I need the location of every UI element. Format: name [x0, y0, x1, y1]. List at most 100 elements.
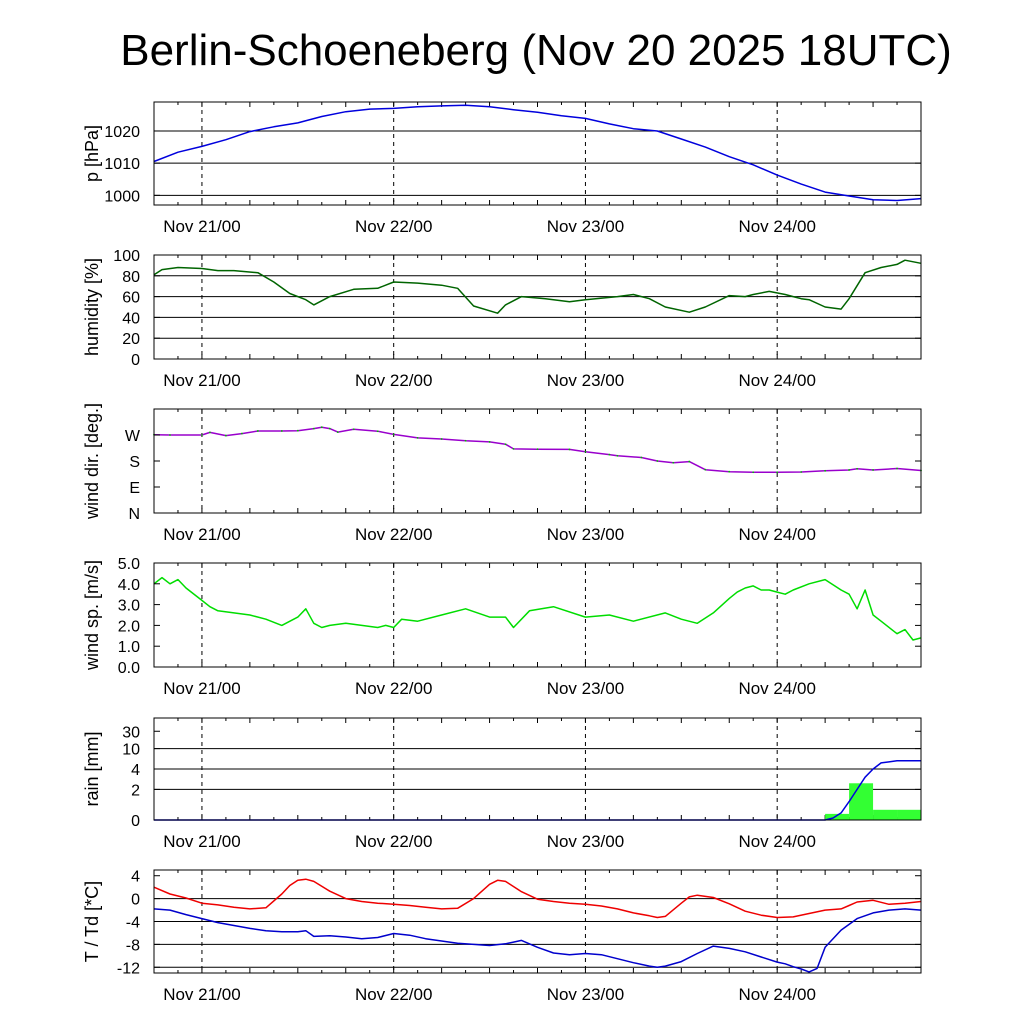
- panel-frame: [153, 408, 922, 514]
- series-dew-point: [153, 908, 922, 973]
- x-tick-label: Nov 23/00: [547, 525, 625, 544]
- wind-dir-point: [848, 469, 850, 471]
- y-tick-label: 1020: [104, 124, 140, 141]
- x-tick-label: Nov 23/00: [547, 371, 625, 390]
- x-tick-label: Nov 24/00: [738, 985, 816, 1004]
- y-tick-label: 1010: [104, 156, 140, 173]
- wind-dir-point: [752, 471, 755, 474]
- wind-dir-point: [728, 470, 731, 473]
- y-tick-label: 5.0: [118, 556, 140, 573]
- x-tick-label: Nov 24/00: [738, 217, 816, 236]
- x-tick-label: Nov 22/00: [355, 371, 433, 390]
- series-temperature: [153, 878, 922, 919]
- x-tick-label: Nov 22/00: [355, 679, 433, 698]
- wind-dir-point: [536, 448, 539, 451]
- y-axis-label: rain [mm]: [82, 731, 102, 806]
- series-accumulated-rain: [154, 760, 921, 821]
- wind-dir-point: [225, 434, 227, 437]
- wind-dir-point: [776, 471, 779, 474]
- x-tick-label: Nov 21/00: [163, 371, 241, 390]
- wind-dir-point: [672, 461, 675, 464]
- panel-temperature: -12 -8 -4 0 4 T / Td [*C] Nov 21/00 Nov 22/00 No…: [82, 869, 922, 1004]
- x-tick-label: Nov 21/00: [163, 679, 241, 698]
- rain-bar: [897, 809, 921, 820]
- x-tick-label: Nov 24/00: [738, 679, 816, 698]
- y-tick-label: 10: [122, 742, 140, 759]
- x-tick-label: Nov 24/00: [738, 525, 816, 544]
- wind-dir-point: [312, 427, 315, 430]
- y-tick-label: E: [129, 480, 140, 497]
- y-tick-label: 30: [122, 724, 140, 741]
- y-tick-label: 20: [122, 331, 140, 348]
- wind-dir-point: [824, 469, 827, 472]
- y-tick-label: 1000: [104, 188, 140, 205]
- x-tick-label: Nov 21/00: [163, 832, 241, 851]
- panel-frame: [153, 254, 922, 360]
- wind-dir-point: [688, 460, 691, 463]
- y-tick-label: S: [129, 454, 140, 471]
- y-tick-label: W: [125, 428, 141, 445]
- wind-dir-point: [464, 439, 467, 442]
- wind-dir-point: [656, 460, 659, 462]
- y-tick-label: 1.0: [118, 639, 140, 656]
- y-tick-label: 0: [131, 352, 140, 369]
- wind-dir-point: [376, 430, 379, 433]
- x-tick-label: Nov 23/00: [547, 832, 625, 851]
- wind-dir-point: [296, 429, 299, 432]
- y-tick-label: -4: [126, 915, 140, 932]
- y-tick-label: 100: [113, 248, 140, 265]
- y-tick-label: 80: [122, 269, 140, 286]
- wind-dir-point: [872, 469, 874, 471]
- x-tick-label: Nov 24/00: [738, 371, 816, 390]
- y-tick-label: 40: [122, 310, 140, 327]
- wind-dir-point: [201, 434, 203, 436]
- wind-dir-point: [328, 427, 331, 430]
- x-tick-label: Nov 22/00: [355, 525, 433, 544]
- wind-dir-point: [584, 450, 587, 453]
- x-tick-label: Nov 21/00: [163, 217, 241, 236]
- panel-frame: [153, 562, 922, 668]
- y-tick-label: 0: [131, 892, 140, 909]
- x-tick-label: Nov 21/00: [163, 525, 241, 544]
- series-wind-direction: [153, 426, 922, 474]
- y-tick-label: -8: [126, 937, 140, 954]
- y-tick-label: 0: [131, 813, 140, 830]
- y-tick-label: 3.0: [118, 598, 140, 615]
- y-tick-label: 4.0: [118, 577, 140, 594]
- panel-wind_speed: 0.0 1.0 2.0 3.0 4.0 5.0 wind sp. [m/s] Nov 21/0…: [82, 556, 922, 698]
- wind-dir-point: [704, 468, 707, 471]
- y-tick-label: 60: [122, 290, 140, 307]
- y-tick-label: N: [128, 506, 140, 523]
- y-tick-label: -12: [117, 960, 140, 977]
- x-tick-label: Nov 24/00: [738, 832, 816, 851]
- wind-dir-point: [256, 430, 259, 432]
- wind-dir-point: [616, 454, 619, 457]
- chart-title: Berlin-Schoeneberg (Nov 20 2025 18UTC): [120, 26, 952, 75]
- wind-dir-point: [416, 436, 419, 439]
- rain-bar: [873, 809, 898, 820]
- wind-dir-point: [440, 438, 443, 440]
- wind-dir-point: [336, 431, 339, 434]
- rain-bar: [849, 783, 874, 820]
- wind-dir-point: [169, 434, 171, 436]
- y-axis-label: p [hPa]: [82, 125, 102, 182]
- y-axis-label: T / Td [*C]: [82, 881, 102, 962]
- y-tick-label: 4: [131, 762, 140, 779]
- x-tick-label: Nov 22/00: [355, 985, 433, 1004]
- panel-frame: [153, 101, 922, 206]
- wind-dir-point: [608, 453, 611, 456]
- wind-dir-point: [392, 433, 395, 436]
- panel-humidity: 0 20 40 60 80 100 humidity [%] Nov 21/00 Nov 22/…: [82, 248, 922, 390]
- series-pressure: [153, 104, 922, 202]
- y-tick-label: 2.0: [118, 618, 140, 635]
- y-axis-label: wind dir. [deg.]: [82, 403, 102, 520]
- wind-dir-point: [800, 471, 803, 473]
- wind-dir-point: [320, 426, 323, 429]
- wind-dir-point: [352, 428, 355, 431]
- y-tick-label: 0.0: [118, 660, 140, 677]
- wind-dir-point: [568, 448, 571, 451]
- x-tick-label: Nov 23/00: [547, 217, 625, 236]
